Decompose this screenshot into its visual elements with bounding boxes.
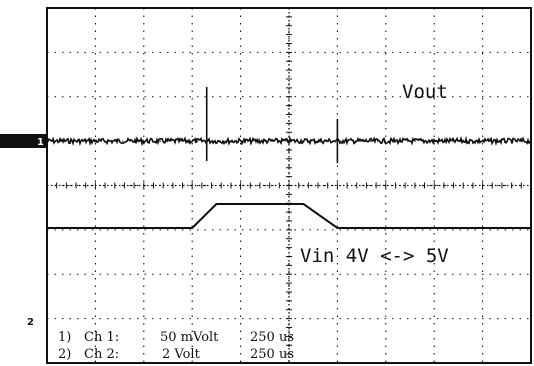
vout-label: Vout [402,81,448,103]
vin-label: Vin 4V <-> 5V [300,245,449,267]
ch1-name: Ch 1: [84,330,119,345]
channel-2-readout: 2) Ch 2: 2 Volt 250 us [58,347,294,362]
ch1-scale: 50 mVolt [160,330,219,345]
channel-1-readout: 1) Ch 1: 50 mVolt 250 us [58,330,294,345]
svg-text:1: 1 [37,137,44,148]
ch2-time: 250 us [250,347,294,362]
channel-1-marker: 1 [0,134,47,148]
ch2-name: Ch 2: [84,347,119,362]
ch2-number: 2) [58,347,71,362]
vin-trace [47,203,531,229]
screen-border [46,7,532,364]
vout-trace [46,87,532,163]
ch1-time: 250 us [250,330,294,345]
ch2-scale: 2 Volt [162,347,201,362]
graticule-grid [46,7,531,364]
ch1-number: 1) [58,330,71,345]
channel-2-marker: 2 [27,317,34,328]
